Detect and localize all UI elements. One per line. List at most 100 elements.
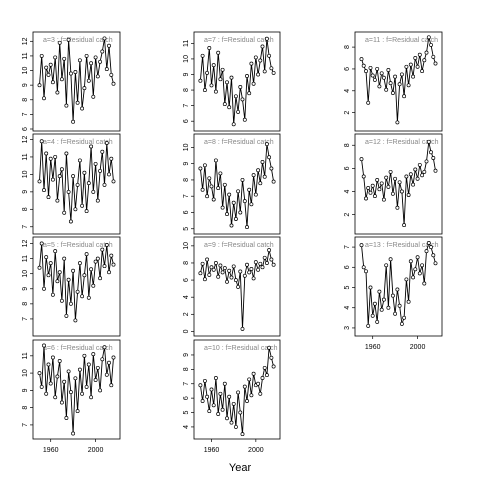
data-point xyxy=(422,169,427,174)
data-point xyxy=(225,80,229,85)
x-tick-label: 1960 xyxy=(43,447,59,454)
panel-a9: a=9 : f=Residual catch 0 2 4 6 8 10 xyxy=(183,236,281,337)
panel-a13: a=13 : f=Residual catch 3 4 5 6 7 1960 2000 xyxy=(344,236,443,351)
data-point xyxy=(245,399,249,403)
y-tick-label: 7 xyxy=(22,423,29,427)
data-point xyxy=(86,362,91,367)
panel-a3: a=3 : f=Residual catch 6 7 8 9 10 11 12 xyxy=(22,31,121,132)
data-point xyxy=(73,318,78,323)
panel-a10: a=10 : f=Residual catch 4 5 6 7 8 9 1960 2000 xyxy=(183,339,281,454)
data-point xyxy=(386,305,391,310)
data-point xyxy=(399,321,404,326)
data-point xyxy=(42,286,46,291)
data-point xyxy=(93,55,98,60)
data-point xyxy=(37,83,42,88)
series-line xyxy=(361,141,436,226)
data-point xyxy=(233,94,238,99)
series-line xyxy=(199,347,275,435)
data-point xyxy=(98,59,103,64)
data-point xyxy=(397,303,402,308)
data-point xyxy=(220,205,225,210)
data-point xyxy=(225,279,229,284)
data-point xyxy=(104,141,109,145)
data-point xyxy=(53,154,58,159)
data-point xyxy=(53,55,58,60)
data-point xyxy=(98,168,103,173)
panel-frame xyxy=(32,31,121,132)
data-point xyxy=(64,416,69,420)
y-tick-label: 7 xyxy=(22,112,29,116)
data-point xyxy=(249,267,254,271)
x-tick-label: 1960 xyxy=(204,447,220,454)
data-point xyxy=(86,78,91,83)
data-point xyxy=(68,71,73,76)
data-point xyxy=(46,362,51,367)
data-point xyxy=(42,343,46,348)
data-point xyxy=(262,255,267,260)
data-point xyxy=(44,151,49,156)
data-point xyxy=(379,181,384,186)
data-point xyxy=(227,268,232,273)
data-point xyxy=(84,252,89,257)
y-tick-label: 10 xyxy=(183,55,190,63)
data-point xyxy=(111,262,116,267)
y-tick-label: 7 xyxy=(344,245,351,249)
data-point xyxy=(386,68,391,72)
data-point xyxy=(384,175,389,180)
data-point xyxy=(258,181,263,186)
y-tick-label: 9 xyxy=(22,388,29,392)
data-point xyxy=(57,359,62,363)
data-point xyxy=(370,183,375,188)
data-point xyxy=(73,376,78,381)
data-point xyxy=(89,395,94,400)
y-tick-label: 7 xyxy=(22,317,29,321)
data-point xyxy=(233,217,238,221)
data-point xyxy=(209,387,214,392)
data-point xyxy=(84,384,89,389)
data-point xyxy=(424,249,429,254)
panel-title: a=3 : f=Residual catch xyxy=(43,37,113,44)
data-point xyxy=(368,285,373,290)
panel-a11: a=11 : f=Residual catch 2 4 6 8 xyxy=(344,31,443,132)
data-point xyxy=(377,289,382,294)
y-tick-label: 7 xyxy=(22,225,29,229)
data-point xyxy=(213,261,218,265)
data-point xyxy=(379,71,384,76)
y-tick-label: 11 xyxy=(183,40,190,47)
y-tick-label: 6 xyxy=(344,166,351,170)
y-tick-label: 8 xyxy=(22,98,29,102)
data-point xyxy=(390,191,395,196)
y-tick-label: 8 xyxy=(183,261,190,265)
data-point xyxy=(229,75,234,80)
data-point xyxy=(429,42,433,47)
y-tick-label: 10 xyxy=(183,143,190,151)
data-point xyxy=(216,274,221,279)
data-point xyxy=(91,283,96,288)
data-point xyxy=(231,264,236,269)
panel-title: a=11 : f=Residual catch xyxy=(365,37,438,44)
data-point xyxy=(225,416,229,421)
y-tick-label: 6 xyxy=(183,396,190,400)
data-point xyxy=(39,139,44,144)
data-point xyxy=(48,381,53,386)
data-point xyxy=(262,174,267,179)
data-point xyxy=(93,378,98,382)
data-point xyxy=(417,52,422,57)
y-tick-label: 6 xyxy=(22,127,29,131)
data-point xyxy=(366,323,371,328)
data-point xyxy=(424,50,429,55)
data-point xyxy=(364,196,368,201)
y-tick-label: 9 xyxy=(22,83,29,87)
data-point xyxy=(37,179,42,184)
data-point xyxy=(390,91,395,95)
data-point xyxy=(260,44,265,49)
data-point xyxy=(50,292,55,297)
x-axis-title: Year xyxy=(229,462,252,474)
data-point xyxy=(57,270,62,275)
data-point xyxy=(207,46,212,50)
data-point xyxy=(271,364,276,369)
data-point xyxy=(236,189,241,194)
data-point xyxy=(377,187,382,192)
data-point xyxy=(220,270,225,275)
